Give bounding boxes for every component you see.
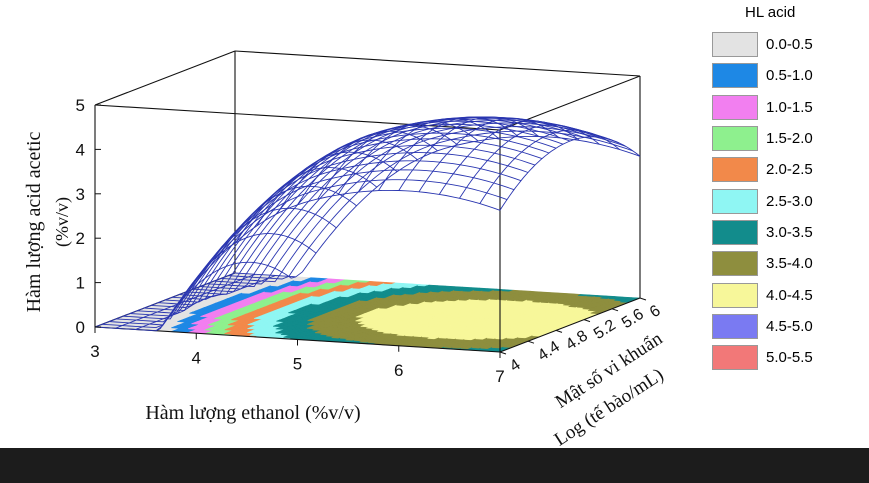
mesh-line-y — [357, 118, 499, 193]
box-edge — [234, 50, 641, 77]
mesh-line-y — [276, 139, 418, 214]
legend-swatch — [712, 251, 758, 277]
legend-swatch — [712, 188, 758, 214]
legend-swatch — [712, 32, 758, 58]
z-tick-label: 0 — [76, 318, 85, 337]
legend-item: 4.0-4.5 — [712, 279, 862, 310]
y-tick-label: 5.2 — [591, 317, 619, 343]
x-axis-label: Hàm lượng ethanol (%v/v) — [145, 402, 360, 424]
box-edge — [94, 104, 501, 131]
legend-label: 4.0-4.5 — [766, 286, 813, 304]
mesh-line-y — [337, 120, 479, 196]
surface-mesh — [94, 116, 641, 332]
z-tick-label: 2 — [76, 229, 85, 248]
y-tick-label: 4.8 — [563, 327, 591, 353]
mesh-line-y — [216, 185, 357, 261]
y-tick-mark — [555, 329, 563, 333]
bottom-bar — [0, 448, 869, 483]
legend-item: 5.0-5.5 — [712, 342, 862, 373]
z-axis-label: Hàm lượng acid acetic — [23, 131, 45, 312]
y-tick-mark — [527, 340, 535, 344]
y-tick-mark — [639, 297, 647, 301]
box-edge — [94, 50, 236, 106]
legend-item: 1.0-1.5 — [712, 92, 862, 123]
legend-title: HL acid — [745, 4, 796, 21]
mesh-line-x — [192, 116, 599, 293]
legend-swatch — [712, 282, 758, 308]
y-tick-label: 4.4 — [535, 338, 563, 364]
mesh-line-y — [297, 130, 438, 206]
legend-label: 5.0-5.5 — [766, 349, 813, 367]
legend: HL acid 0.0-0.5 0.5-1.0 1.0-1.5 1.5-2.0 2.0-… — [712, 4, 862, 373]
legend-items: 0.0-0.5 0.5-1.0 1.0-1.5 1.5-2.0 2.0-2.5 2.5-3… — [712, 29, 862, 373]
y-tick-mark — [611, 308, 619, 312]
legend-label: 2.0-2.5 — [766, 161, 813, 179]
legend-swatch — [712, 345, 758, 371]
legend-item: 2.0-2.5 — [712, 154, 862, 185]
mesh-line-y — [256, 151, 398, 226]
x-tick-label: 6 — [394, 361, 403, 380]
mesh-line-y — [499, 136, 641, 211]
legend-item: 3.0-3.5 — [712, 217, 862, 248]
legend-item: 1.5-2.0 — [712, 123, 862, 154]
legend-label: 0.0-0.5 — [766, 36, 813, 54]
legend-swatch — [712, 313, 758, 339]
mesh-line-y — [479, 129, 621, 204]
mesh-line-y — [418, 117, 560, 193]
x-tick-label: 3 — [90, 342, 99, 361]
legend-label: 3.0-3.5 — [766, 223, 813, 241]
legend-item: 2.5-3.0 — [712, 185, 862, 216]
mesh-line-y — [398, 116, 540, 191]
mesh-line-y — [195, 207, 337, 283]
contour-floor — [94, 272, 641, 353]
legend-item: 0.0-0.5 — [712, 29, 862, 60]
z-tick-label: 4 — [76, 140, 85, 159]
legend-label: 1.5-2.0 — [766, 130, 813, 148]
x-tick-label: 7 — [495, 367, 504, 386]
mesh-line-y — [135, 275, 276, 330]
z-axis-unit: (%v/v) — [52, 197, 73, 247]
y-tick-mark — [499, 351, 507, 355]
y-tick-mark — [583, 319, 591, 323]
legend-swatch — [712, 157, 758, 183]
box-edge — [499, 297, 641, 353]
mesh-line-y — [115, 273, 256, 329]
y-tick-label: 4 — [507, 356, 524, 375]
legend-swatch — [712, 219, 758, 245]
x-tick-label: 4 — [192, 348, 201, 367]
y-tick-label: 5.6 — [619, 306, 647, 332]
legend-swatch — [712, 94, 758, 120]
legend-label: 0.5-1.0 — [766, 67, 813, 85]
mesh-line-y — [94, 272, 236, 328]
mesh-line-y — [438, 120, 580, 195]
z-tick-label: 3 — [76, 185, 85, 204]
chart-area: 0 1 2 3 4 5 3 4 5 6 7 4 4.4 4.8 5.2 5.6 6 Hàm lượng acid… — [23, 4, 862, 448]
y-tick-label: 6 — [647, 302, 664, 321]
legend-swatch — [712, 63, 758, 89]
z-tick-label: 5 — [76, 96, 85, 115]
x-tick-label: 5 — [293, 355, 302, 374]
legend-label: 1.0-1.5 — [766, 98, 813, 116]
legend-label: 3.5-4.0 — [766, 255, 813, 273]
legend-label: 4.5-5.0 — [766, 317, 813, 335]
z-tick-label: 1 — [76, 274, 85, 293]
legend-item: 0.5-1.0 — [712, 60, 862, 91]
mesh-line-y — [317, 125, 459, 200]
legend-label: 2.5-3.0 — [766, 192, 813, 210]
legend-item: 3.5-4.0 — [712, 248, 862, 279]
legend-item: 4.5-5.0 — [712, 311, 862, 342]
legend-swatch — [712, 126, 758, 152]
mesh-line-y — [378, 116, 519, 191]
mesh-line-y — [155, 261, 296, 332]
mesh-line-y — [175, 233, 317, 308]
